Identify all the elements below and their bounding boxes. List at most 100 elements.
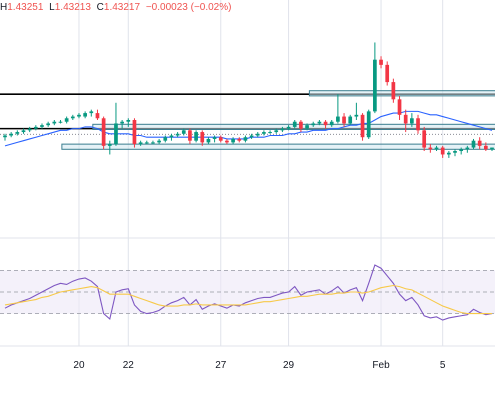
candle-body <box>348 116 353 124</box>
candle-body <box>181 130 186 134</box>
candle-47 <box>292 120 297 129</box>
candle-body <box>305 125 309 129</box>
candle-70 <box>434 145 439 152</box>
x-tick-27: 27 <box>215 360 227 371</box>
candle-0 <box>3 133 7 141</box>
candle-body <box>255 133 260 136</box>
candle-body <box>292 121 297 127</box>
candle-body <box>95 113 100 119</box>
candle-body <box>194 132 198 141</box>
candle-78 <box>483 142 488 152</box>
candle-73 <box>453 149 457 157</box>
candle-body <box>317 121 322 124</box>
candle-17 <box>107 140 112 155</box>
candle-body <box>175 133 180 136</box>
candle-77 <box>477 137 482 150</box>
candle-14 <box>89 109 94 117</box>
candle-body <box>483 145 488 150</box>
rsi-line <box>4 264 493 321</box>
candle-body <box>323 121 328 126</box>
candle-body <box>114 123 118 145</box>
candle-23 <box>144 140 149 145</box>
candle-6 <box>40 123 44 129</box>
candle-body <box>280 128 285 131</box>
candle-body <box>52 121 57 124</box>
candle-5 <box>33 125 38 131</box>
candle-22 <box>138 140 143 146</box>
candle-30 <box>188 128 192 145</box>
candle-body <box>107 144 112 146</box>
candle-24 <box>151 140 155 145</box>
candle-body <box>138 142 143 145</box>
candle-51 <box>317 120 322 126</box>
x-tick-Feb: Feb <box>372 360 390 371</box>
candle-body <box>212 137 217 139</box>
candle-69 <box>428 144 433 153</box>
candle-19 <box>120 120 124 129</box>
candle-29 <box>181 128 186 136</box>
candle-body <box>46 123 51 126</box>
candle-59 <box>366 109 371 139</box>
candle-39 <box>243 135 248 143</box>
candle-body <box>206 138 211 143</box>
candle-54 <box>336 94 340 124</box>
candle-body <box>163 137 168 141</box>
candle-body <box>477 140 482 146</box>
candle-body <box>354 114 359 117</box>
zone-2 <box>61 143 495 150</box>
candle-58 <box>360 113 365 141</box>
candle-32 <box>200 130 205 146</box>
candle-45 <box>280 126 285 133</box>
candle-41 <box>255 132 260 138</box>
candle-body <box>64 118 69 122</box>
x-tick-22: 22 <box>123 360 135 371</box>
candle-56 <box>348 114 353 126</box>
candle-76 <box>471 138 476 150</box>
candle-44 <box>274 128 279 134</box>
candle-body <box>21 130 26 133</box>
candle-31 <box>194 130 198 143</box>
candle-38 <box>237 137 242 143</box>
candle-body <box>169 135 174 138</box>
candle-28 <box>175 132 180 138</box>
candle-64 <box>397 95 402 120</box>
x-tick-20: 20 <box>73 360 85 371</box>
candle-body <box>83 113 87 117</box>
candle-body <box>428 147 433 150</box>
low-value: 1.43213 <box>54 2 91 13</box>
candle-body <box>459 149 464 152</box>
candle-33 <box>206 137 211 145</box>
candle-body <box>218 137 223 141</box>
candle-body <box>151 142 155 144</box>
candle-body <box>440 147 445 155</box>
candle-66 <box>410 113 414 127</box>
candle-body <box>397 99 402 115</box>
candle-body <box>336 116 340 122</box>
candle-9 <box>58 120 63 124</box>
x-tick-5: 5 <box>440 360 446 371</box>
candle-body <box>9 133 14 136</box>
candle-8 <box>52 120 57 126</box>
candle-body <box>157 140 161 143</box>
candle-25 <box>157 138 161 145</box>
candle-75 <box>465 145 470 153</box>
candle-body <box>27 128 32 131</box>
candle-72 <box>446 151 451 158</box>
candle-67 <box>416 114 420 134</box>
high-label: H <box>0 2 8 13</box>
candle-body <box>490 147 494 150</box>
candle-4 <box>27 126 32 133</box>
candle-body <box>132 120 137 145</box>
candle-body <box>225 140 229 143</box>
candle-74 <box>459 147 464 155</box>
candle-10 <box>64 116 69 124</box>
candle-60 <box>373 42 377 114</box>
candlestick-series <box>3 42 494 158</box>
ohlc-header: H1.43251 L1.43213 C1.43217 −0.00023 (−0.… <box>0 2 234 13</box>
candle-21 <box>132 118 137 148</box>
candle-body <box>434 147 439 150</box>
candle-50 <box>311 121 316 127</box>
candle-body <box>200 132 205 143</box>
candle-3 <box>21 128 26 134</box>
